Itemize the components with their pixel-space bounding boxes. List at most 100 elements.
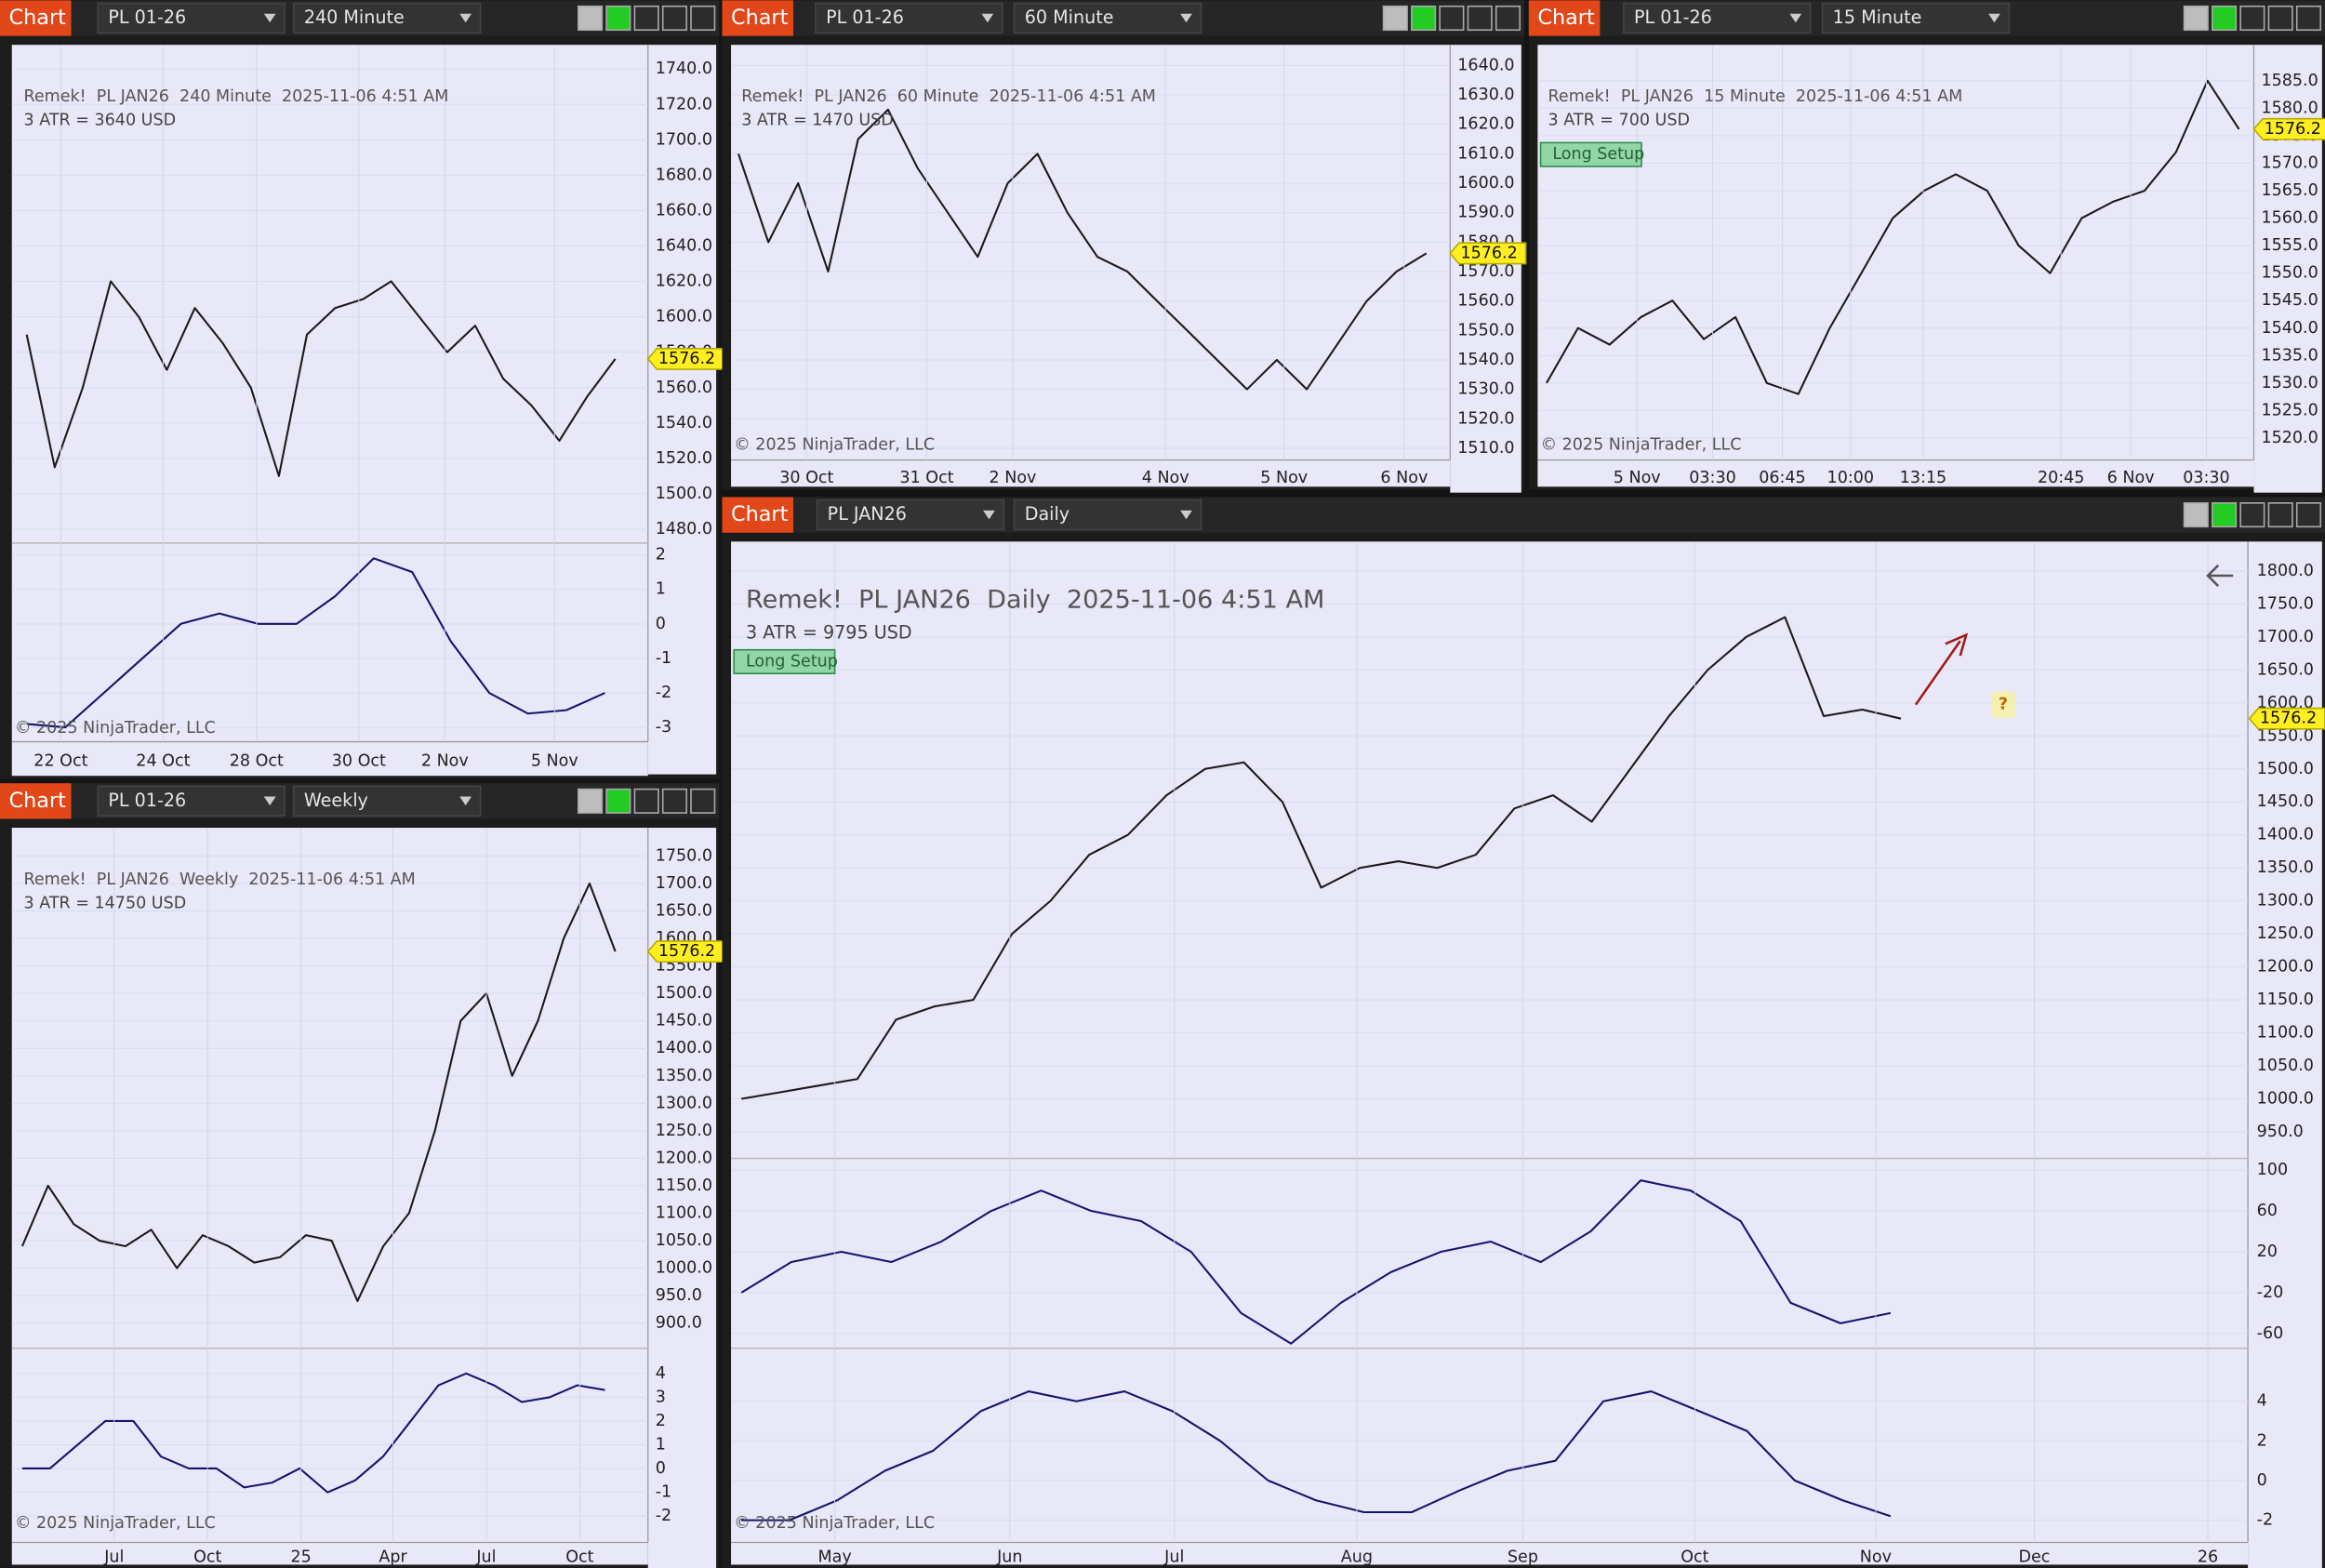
dropdown-arrow	[981, 13, 994, 23]
instrument-label[interactable]: PL 01-26	[826, 7, 904, 28]
window-control[interactable]	[2183, 5, 2209, 32]
y-tick-label: 1555.0	[2261, 236, 2318, 255]
y-tick-label: 60	[2257, 1202, 2278, 1220]
x-tick-label: Oct	[565, 1548, 593, 1566]
price-tag-label: 1576.2	[1460, 244, 1517, 262]
instrument-label[interactable]: PL 01-26	[108, 7, 186, 28]
window-control[interactable]	[578, 5, 604, 32]
y-tick-label: 1600.0	[1457, 174, 1514, 193]
y-tick-label: 1640.0	[1457, 56, 1514, 74]
window-control[interactable]	[1439, 5, 1465, 32]
window-control[interactable]	[1382, 5, 1408, 32]
chart-button-label[interactable]: Chart	[9, 6, 67, 30]
timeframe-dropdown[interactable]	[292, 2, 482, 34]
window-control[interactable]	[2267, 5, 2293, 32]
x-tick-label: 5 Nov	[1260, 469, 1308, 487]
window-control[interactable]	[578, 788, 604, 814]
y-tick-label: 2	[2257, 1431, 2267, 1450]
timeframe-dropdown[interactable]	[292, 785, 482, 817]
window-control[interactable]	[1467, 5, 1493, 32]
price-line	[737, 108, 1428, 391]
instrument-dropdown[interactable]	[1623, 2, 1812, 34]
y-tick-label: 1	[656, 1435, 666, 1454]
window-control[interactable]	[2267, 502, 2293, 528]
timeframe-label[interactable]: Weekly	[304, 790, 368, 811]
copyright: © 2025 NinjaTrader, LLC	[734, 436, 935, 455]
window-control[interactable]	[2295, 502, 2322, 528]
timeframe-dropdown[interactable]	[1013, 2, 1202, 34]
chart-button-label[interactable]: Chart	[1537, 6, 1595, 30]
window-control[interactable]	[633, 5, 659, 32]
timeframe-dropdown[interactable]	[1821, 2, 2011, 34]
window-control[interactable]	[1411, 5, 1437, 32]
dropdown-arrow	[1180, 510, 1192, 520]
y-tick-label: 1585.0	[2261, 72, 2318, 90]
copyright: © 2025 NinjaTrader, LLC	[15, 1514, 216, 1533]
window-control[interactable]	[2295, 5, 2322, 32]
instrument-dropdown[interactable]	[97, 785, 286, 817]
y-tick-label: 1720.0	[656, 95, 712, 113]
window-control[interactable]	[2239, 502, 2265, 528]
instrument-dropdown[interactable]	[815, 2, 1003, 34]
timeframe-label[interactable]: 240 Minute	[304, 7, 405, 28]
dropdown-arrow	[263, 796, 276, 806]
chart-button-label[interactable]: Chart	[731, 6, 789, 30]
price-tag	[2252, 117, 2325, 140]
time-axis-area	[1537, 459, 2254, 487]
timeframe-label[interactable]: Daily	[1025, 503, 1070, 525]
time-axis-area	[11, 1542, 648, 1565]
y-tick-label: 1620.0	[1457, 115, 1514, 134]
price-tag-label: 1576.2	[658, 350, 715, 368]
window-control[interactable]	[2212, 502, 2238, 528]
y-tick-label: -20	[2257, 1283, 2284, 1302]
instrument-dropdown[interactable]	[816, 498, 1005, 531]
window-control[interactable]	[661, 788, 687, 814]
window-control[interactable]	[2212, 5, 2238, 32]
timeframe-dropdown[interactable]	[1013, 498, 1202, 531]
window-control[interactable]	[690, 788, 716, 814]
y-tick-label: 1740.0	[656, 60, 712, 78]
dropdown-arrow	[1789, 13, 1802, 23]
window-control[interactable]	[661, 5, 687, 32]
chart-button[interactable]	[1528, 0, 1601, 36]
x-tick-label: 03:30	[2183, 469, 2229, 487]
y-tick-label: 1300.0	[656, 1094, 712, 1112]
instrument-label[interactable]: PL JAN26	[828, 503, 907, 525]
atr-label: 3 ATR = 3640 USD	[24, 112, 177, 130]
timeframe-label[interactable]: 15 Minute	[1833, 7, 1922, 28]
instrument-label[interactable]: PL 01-26	[108, 790, 186, 811]
y-tick-label: -2	[656, 684, 671, 702]
time-axis-area	[731, 459, 1451, 487]
y-tick-label: 1530.0	[2261, 374, 2318, 392]
y-tick-label: 1540.0	[1457, 351, 1514, 369]
window-control[interactable]	[2183, 502, 2209, 528]
x-tick-label: 5 Nov	[531, 751, 578, 770]
y-tick-label: 1480.0	[656, 520, 712, 538]
price-line	[25, 280, 617, 477]
instrument-dropdown[interactable]	[97, 2, 286, 34]
window-control[interactable]	[605, 788, 631, 814]
x-tick-label: Aug	[1341, 1548, 1373, 1566]
y-tick-label: 3	[656, 1388, 666, 1406]
chart-button-label[interactable]: Chart	[9, 789, 67, 813]
window-control[interactable]	[690, 5, 716, 32]
back-icon[interactable]	[2206, 564, 2234, 588]
x-tick-label: 22 Oct	[33, 751, 87, 770]
timeframe-label[interactable]: 60 Minute	[1025, 7, 1114, 28]
y-tick-label: 1000.0	[2257, 1090, 2314, 1109]
chart-button[interactable]	[0, 0, 72, 36]
chart-button[interactable]	[722, 0, 793, 36]
chart-button-label[interactable]: Chart	[731, 502, 789, 526]
instrument-label[interactable]: PL 01-26	[1634, 7, 1712, 28]
chart-button[interactable]	[0, 783, 72, 819]
window-control[interactable]	[1495, 5, 1521, 32]
window-control[interactable]	[633, 788, 659, 814]
axis-area	[1450, 45, 1521, 493]
window-control[interactable]	[605, 5, 631, 32]
window-control[interactable]	[2239, 5, 2265, 32]
y-tick-label: 1650.0	[656, 901, 712, 920]
price-tag-label: 1576.2	[658, 942, 715, 961]
y-tick-label: 1630.0	[1457, 86, 1514, 104]
price-tag	[1449, 242, 1527, 265]
chart-button[interactable]	[722, 497, 793, 533]
